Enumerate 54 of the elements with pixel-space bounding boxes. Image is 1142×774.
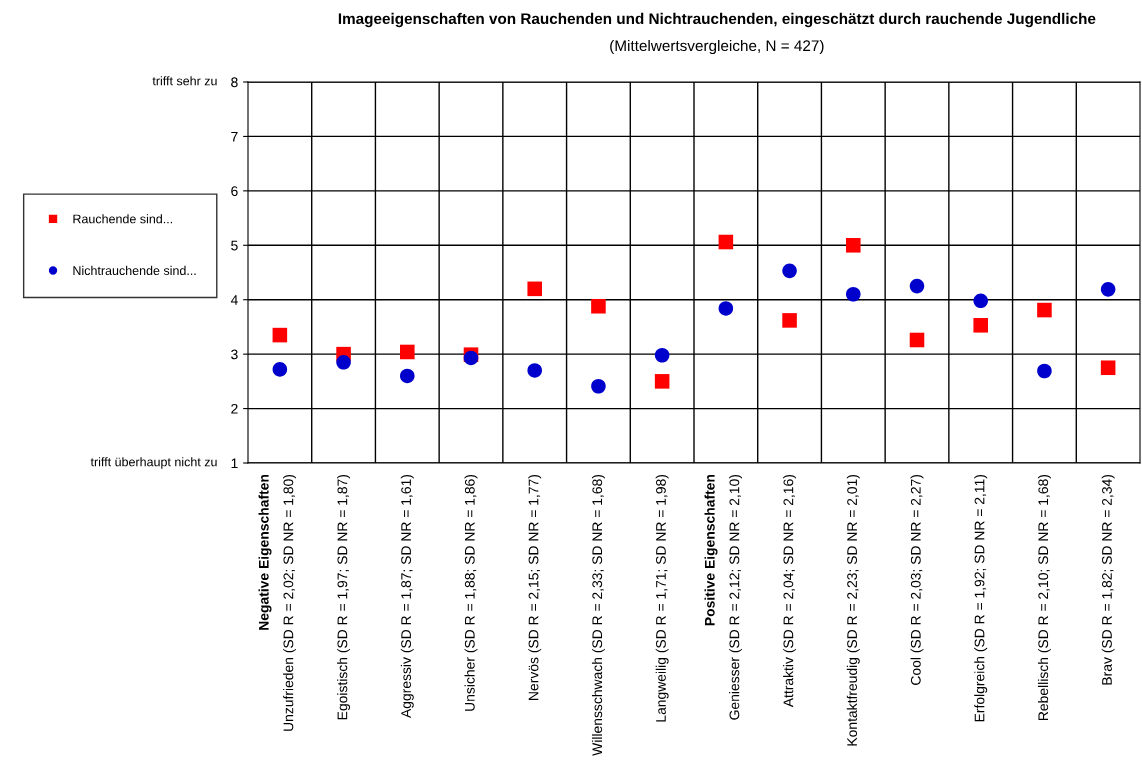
y-tick-label: 4 — [230, 295, 238, 305]
point — [336, 355, 351, 370]
chart-title: Imageeigenschaften von Rauchenden und Nichtrauchenden, eingeschätzt durch rauchende Jugendliche — [338, 12, 1096, 28]
point — [400, 368, 415, 384]
point — [527, 363, 542, 378]
x-tick-label: Nervös (SD R = 2,15; SD NR = 1,77) — [528, 474, 542, 700]
x-tick-label: Willensschwach (SD R = 2,33; SD NR = 1,68) — [591, 474, 605, 756]
x-tick-label: Attraktiv (SD R = 2,04; SD NR = 2,16) — [783, 474, 797, 708]
x-tick-label: Positive Eigenschaften Geniesser (SD R = 2,12; SD NR = 2,10) — [704, 474, 743, 720]
legend-label: Nichtrauchende sind... — [73, 265, 196, 276]
legend-label: Rauchende sind... — [73, 214, 173, 224]
point — [654, 347, 670, 363]
point — [591, 298, 606, 314]
point — [909, 278, 925, 294]
point — [782, 263, 797, 279]
text: trifft überhaupt nicht zu — [90, 457, 217, 469]
point — [973, 293, 988, 309]
point — [463, 350, 479, 366]
point — [527, 281, 542, 297]
point — [1100, 360, 1116, 376]
x-tick-label: Cool (SD R = 2,03; SD NR = 2,27) — [910, 474, 924, 685]
point — [718, 301, 734, 316]
x-tick-label: Brav (SD R = 1,82; SD NR = 2,34) — [1101, 474, 1115, 685]
point — [846, 286, 861, 302]
y-tick-label: 6 — [231, 186, 238, 197]
point — [1037, 302, 1052, 318]
point — [973, 318, 988, 333]
point — [718, 234, 734, 250]
x-tick-label: Unsicher (SD R = 1,88; SD NR = 1,86) — [464, 474, 478, 711]
y-tick-label: 3 — [231, 349, 238, 360]
point — [654, 374, 670, 389]
point — [782, 313, 797, 328]
x-tick-label: Erfolgreich (SD R = 1,92; SD NR = 2,11) — [974, 474, 988, 722]
point — [272, 362, 288, 377]
point — [909, 332, 925, 348]
x-tick-label: Kontaktfreudig (SD R = 2,23; SD NR = 2,01) — [846, 474, 860, 746]
x-tick-label: Langweilig (SD R = 1,71; SD NR = 1,98) — [655, 474, 669, 722]
point — [400, 344, 415, 360]
x-tick-label: Egoistisch (SD R = 1,97; SD NR = 1,87) — [337, 474, 351, 720]
x-tick-label: Negative Eigenschaften Unzufrieden (SD R = 2,02; SD NR = 1,80) — [258, 474, 297, 731]
x-tick-label: Aggressiv (SD R = 1,87; SD NR = 1,61) — [400, 474, 414, 718]
y-tick-label: 2 — [231, 403, 238, 414]
point — [1100, 282, 1116, 297]
chart-subtitle: (Mittelwertsvergleiche, N = 427) — [610, 39, 824, 55]
point — [591, 378, 606, 394]
y-tick-label: 8 — [231, 77, 238, 88]
y-tick-label: 7 — [231, 131, 238, 142]
point — [272, 327, 288, 343]
point — [846, 238, 861, 253]
point — [1037, 363, 1052, 379]
text: trifft sehr zu — [152, 76, 217, 86]
y-tick-label: 1 — [231, 458, 238, 469]
x-tick-label: Rebellisch (SD R = 2,10; SD NR = 1,68) — [1037, 474, 1051, 720]
y-tick-label: 5 — [231, 240, 238, 251]
